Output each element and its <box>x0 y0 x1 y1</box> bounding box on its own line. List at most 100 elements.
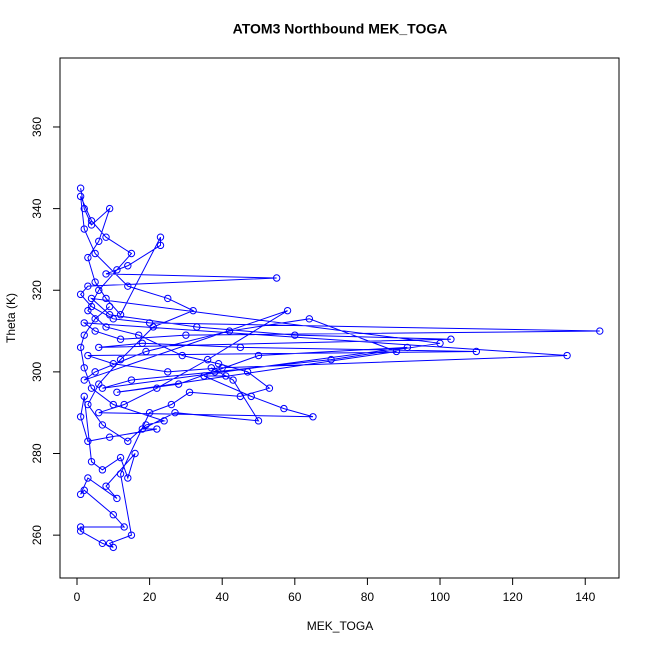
point <box>116 470 125 478</box>
point <box>95 380 103 388</box>
point <box>80 364 88 372</box>
point <box>87 384 96 392</box>
data-line <box>79 188 600 548</box>
point <box>265 384 274 392</box>
point <box>403 343 412 352</box>
point <box>80 376 88 384</box>
point <box>102 482 110 490</box>
point <box>76 290 85 299</box>
x-tick-label: 0 <box>74 590 81 604</box>
point <box>327 355 335 364</box>
point <box>145 408 154 417</box>
point <box>76 192 85 201</box>
point <box>596 327 604 335</box>
point <box>174 380 183 388</box>
point <box>84 437 92 445</box>
point <box>87 294 96 303</box>
point <box>87 457 96 466</box>
point <box>131 449 139 458</box>
point <box>127 376 136 384</box>
point <box>164 294 172 303</box>
point <box>309 413 317 421</box>
point <box>124 262 132 270</box>
x-tick-label: 40 <box>216 590 230 604</box>
point <box>105 204 114 213</box>
point <box>80 331 88 339</box>
point <box>200 372 208 380</box>
point <box>113 494 121 503</box>
point <box>102 323 110 331</box>
point <box>84 253 92 262</box>
point <box>164 368 172 376</box>
point <box>135 331 143 339</box>
point <box>80 392 88 401</box>
point <box>91 327 99 335</box>
point <box>109 543 117 552</box>
point <box>84 400 92 409</box>
point <box>87 302 96 311</box>
point <box>193 323 201 331</box>
point <box>182 331 190 339</box>
point <box>95 408 103 417</box>
point <box>243 368 252 376</box>
point <box>98 421 107 429</box>
y-tick-label: 340 <box>30 198 44 218</box>
point <box>236 392 245 401</box>
point <box>138 425 147 433</box>
point <box>76 490 85 499</box>
point <box>102 270 110 278</box>
point <box>280 404 288 413</box>
point <box>80 204 88 213</box>
y-tick-label: 280 <box>30 443 44 463</box>
point <box>120 523 128 531</box>
point <box>124 437 132 445</box>
point <box>84 474 92 482</box>
point <box>142 347 150 356</box>
point <box>116 453 125 462</box>
y-tick-label: 360 <box>30 117 44 137</box>
point <box>229 376 237 384</box>
point <box>113 266 121 274</box>
point <box>436 339 444 348</box>
point <box>291 331 299 339</box>
point <box>138 339 147 348</box>
point <box>214 360 223 368</box>
x-tick-label: 60 <box>288 590 302 604</box>
point <box>95 237 103 245</box>
x-tick-label: 120 <box>503 590 523 604</box>
point <box>102 233 110 241</box>
point <box>203 355 212 364</box>
point <box>254 417 263 425</box>
point <box>222 372 230 380</box>
x-axis-label: MEK_TOGA <box>307 619 373 633</box>
point <box>189 306 197 315</box>
point <box>124 474 132 482</box>
point <box>76 413 85 421</box>
point <box>156 241 165 250</box>
x-tick-label: 100 <box>430 590 450 604</box>
point <box>124 282 132 290</box>
y-tick-label: 320 <box>30 280 44 300</box>
point <box>149 323 157 331</box>
point <box>91 249 99 258</box>
point <box>76 527 85 535</box>
point <box>98 539 107 548</box>
point <box>109 511 117 519</box>
y-tick-label: 300 <box>30 362 44 382</box>
point <box>185 388 194 396</box>
x-tick-label: 140 <box>575 590 595 604</box>
point <box>211 368 219 376</box>
point <box>207 364 216 372</box>
point <box>105 311 114 319</box>
x-tick-label: 20 <box>143 590 157 604</box>
point <box>95 343 103 352</box>
point <box>127 531 136 539</box>
point <box>153 425 161 433</box>
point <box>102 294 110 303</box>
point <box>76 523 85 531</box>
point <box>156 233 165 241</box>
point <box>80 319 88 327</box>
point <box>563 351 571 360</box>
point <box>109 315 117 323</box>
